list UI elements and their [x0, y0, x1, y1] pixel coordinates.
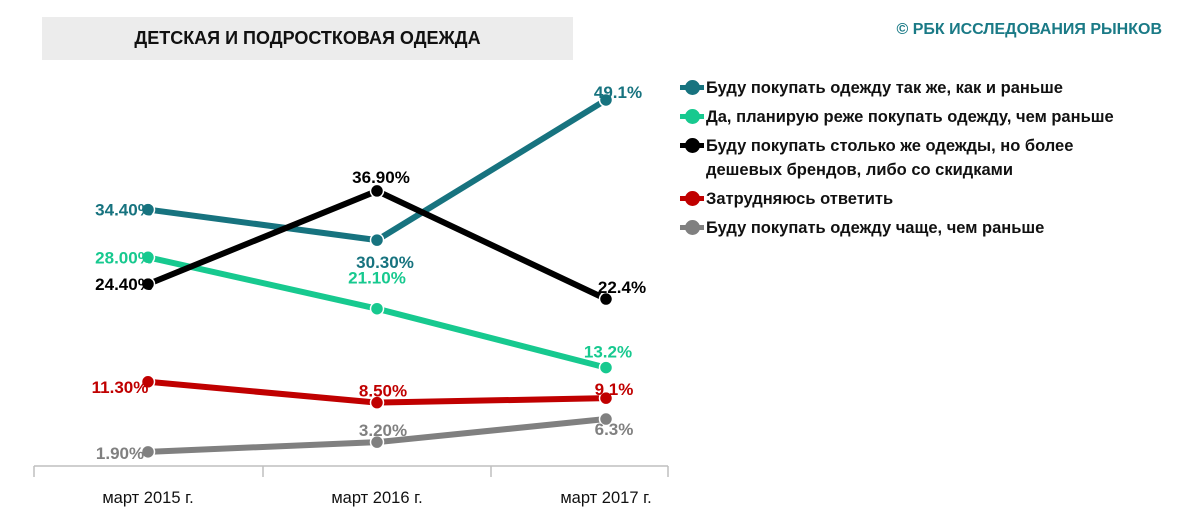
data-point [140, 444, 156, 460]
data-point [140, 250, 156, 265]
x-tick-label: март 2016 г. [331, 489, 422, 507]
data-label: 13.2% [584, 343, 632, 362]
x-tick-label: март 2017 г. [560, 489, 651, 507]
source-credit: © РБК ИССЛЕДОВАНИЯ РЫНКОВ [896, 21, 1162, 38]
chart-title-box: ДЕТСКАЯ И ПОДРОСТКОВАЯ ОДЕЖДА [42, 17, 573, 60]
data-label: 21.10% [348, 269, 406, 288]
legend-item: Буду покупать одежду чаще, чем раньше [678, 216, 1148, 240]
data-label: 6.3% [595, 420, 634, 439]
data-label: 22.4% [598, 278, 646, 297]
data-point [369, 232, 385, 248]
data-point [598, 390, 614, 406]
legend-item: Буду покупать столько же одежды, но боле… [678, 134, 1148, 182]
data-label: 34.40% [95, 201, 153, 220]
legend-marker [678, 105, 706, 129]
data-label: 3.20% [359, 421, 407, 440]
legend-label: Да, планирую реже покупать одежду, чем р… [706, 108, 1114, 126]
data-point [598, 360, 614, 375]
data-label: 11.30% [92, 378, 149, 397]
data-point [598, 411, 614, 427]
legend-label: Буду покупать одежду чаще, чем раньше [706, 219, 1045, 237]
line-chart: март 2015 г. март 2016 г. март 2017 г. 34.4… [33, 83, 669, 507]
data-point [598, 92, 614, 108]
data-point [140, 276, 156, 292]
legend-marker [678, 76, 706, 100]
data-label: 49.1% [594, 83, 642, 102]
data-point [140, 202, 156, 217]
data-point [598, 291, 614, 307]
legend-marker [678, 216, 706, 240]
chart-legend: Буду покупать одежду так же, как и раньш… [678, 76, 1148, 245]
data-label: 36.90% [352, 168, 410, 187]
data-point [140, 374, 156, 390]
legend-item: Да, планирую реже покупать одежду, чем р… [678, 105, 1148, 129]
data-point [369, 301, 385, 316]
legend-item: Затрудняюсь ответить [678, 187, 1148, 211]
chart-title: ДЕТСКАЯ И ПОДРОСТКОВАЯ ОДЕЖДА [134, 28, 481, 48]
x-tick-label: март 2015 г. [102, 489, 193, 507]
data-point [369, 395, 385, 410]
legend-label: Буду покупать одежду так же, как и раньш… [706, 79, 1063, 97]
legend-label: Буду покупать столько же одежды, но боле… [706, 137, 1074, 179]
legend-marker [678, 134, 706, 158]
data-point [369, 183, 385, 199]
data-label: 30.30% [356, 253, 414, 272]
data-label: 1.90% [96, 444, 144, 463]
legend-marker [678, 187, 706, 211]
data-label: 28.00% [95, 248, 153, 267]
legend-item: Буду покупать одежду так же, как и раньш… [678, 76, 1148, 100]
data-label: 8.50% [359, 382, 407, 401]
data-label: 9.1% [595, 380, 634, 399]
data-point [369, 434, 385, 450]
data-label: 24.40% [95, 275, 153, 294]
legend-label: Затрудняюсь ответить [706, 190, 894, 208]
